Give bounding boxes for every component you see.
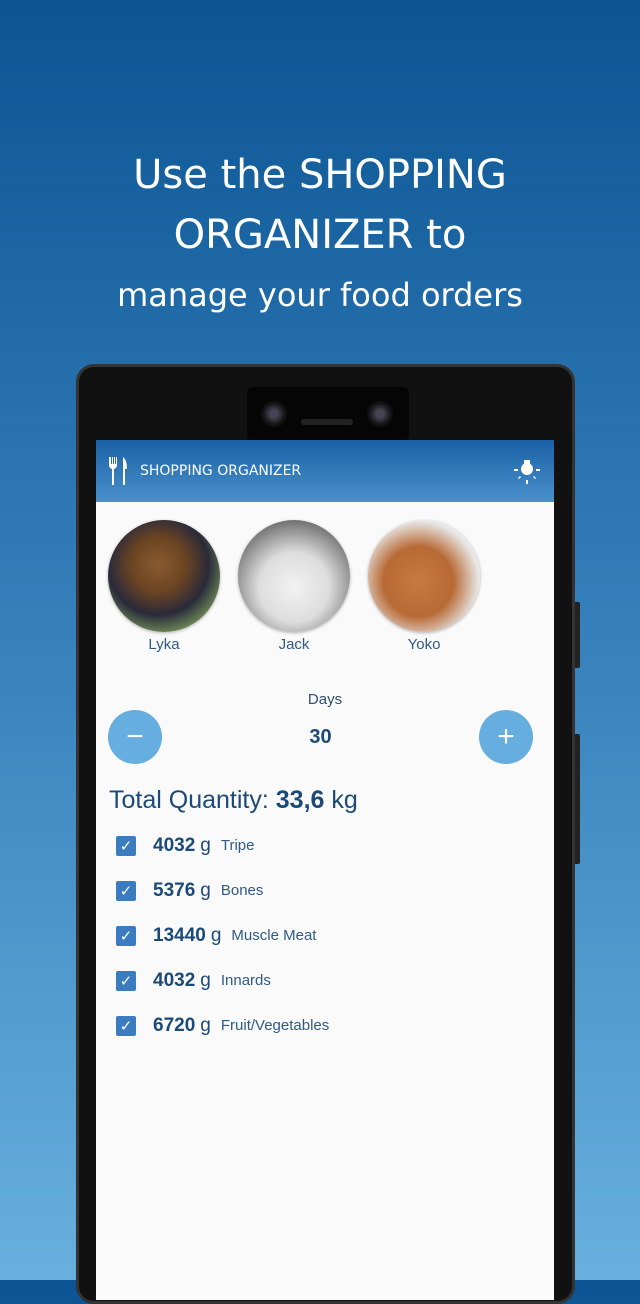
item-label: Muscle Meat [231,927,317,944]
item-unit: g [210,924,222,946]
speaker [301,419,353,425]
item-label: Bones [220,882,264,899]
item-qty: 4032 [153,969,196,991]
pet-name: Yoko [407,636,441,653]
headline-line: manage your food orders [117,276,523,314]
pet-avatar [368,520,480,632]
item-qty: 4032 [153,834,196,856]
increase-days-button[interactable]: + [479,710,533,764]
list-item: ✓ 4032 g Tripe [96,823,554,868]
total-value: 33,6 [275,786,325,814]
days-label: Days [307,691,343,708]
total-quantity: Total Quantity: 33,6 kg [109,786,554,815]
app-bar: SHOPPING ORGANIZER [96,440,554,502]
pet-jack[interactable]: Jack [238,520,350,653]
item-qty: 6720 [153,1014,196,1036]
item-label: Tripe [220,837,255,854]
list-item: ✓ 13440 g Muscle Meat [96,913,554,958]
list-item: ✓ 6720 g Fruit/Vegetables [96,1003,554,1048]
phone-frame: SHOPPING ORGANIZER Lyka Jack Yoko Days −… [76,364,575,1304]
checkbox[interactable]: ✓ [116,1015,136,1036]
checkbox[interactable]: ✓ [116,835,136,856]
item-label: Fruit/Vegetables [220,1017,330,1034]
checkbox[interactable]: ✓ [116,970,136,991]
promo-headline: Use the SHOPPING ORGANIZER to manage you… [0,145,640,325]
fork-knife-icon [109,457,127,485]
pet-avatar [238,520,350,632]
pet-yoko[interactable]: Yoko [368,520,480,653]
days-value: 30 [309,725,332,748]
item-qty: 13440 [153,924,206,946]
notch [247,387,409,441]
total-unit: kg [331,786,358,814]
item-unit: g [200,1014,211,1036]
power-button [574,734,580,864]
headline-line: Use the SHOPPING [133,152,507,198]
pet-name: Lyka [148,636,180,653]
food-list: ✓ 4032 g Tripe ✓ 5376 g Bones ✓ 13440 g Muscle Me… [96,823,554,1048]
headline-line: ORGANIZER to [173,212,467,258]
item-unit: g [200,834,211,856]
checkbox[interactable]: ✓ [116,925,136,946]
lightbulb-icon[interactable] [512,456,542,486]
volume-button [574,602,580,668]
camera-icon [367,401,393,427]
item-unit: g [200,969,211,991]
camera-icon [261,401,287,427]
app-title: SHOPPING ORGANIZER [140,463,302,479]
pet-list: Lyka Jack Yoko [96,502,554,653]
item-label: Innards [220,972,271,989]
item-unit: g [200,879,211,901]
pet-name: Jack [278,636,310,653]
list-item: ✓ 4032 g Innards [96,958,554,1003]
list-item: ✓ 5376 g Bones [96,868,554,913]
total-label: Total Quantity: [109,786,269,814]
app-screen: SHOPPING ORGANIZER Lyka Jack Yoko Days −… [96,440,554,1300]
pet-avatar [108,520,220,632]
item-qty: 5376 [153,879,196,901]
pet-lyka[interactable]: Lyka [108,520,220,653]
days-stepper: − 30 + [96,710,554,764]
decrease-days-button[interactable]: − [108,710,162,764]
checkbox[interactable]: ✓ [116,880,136,901]
